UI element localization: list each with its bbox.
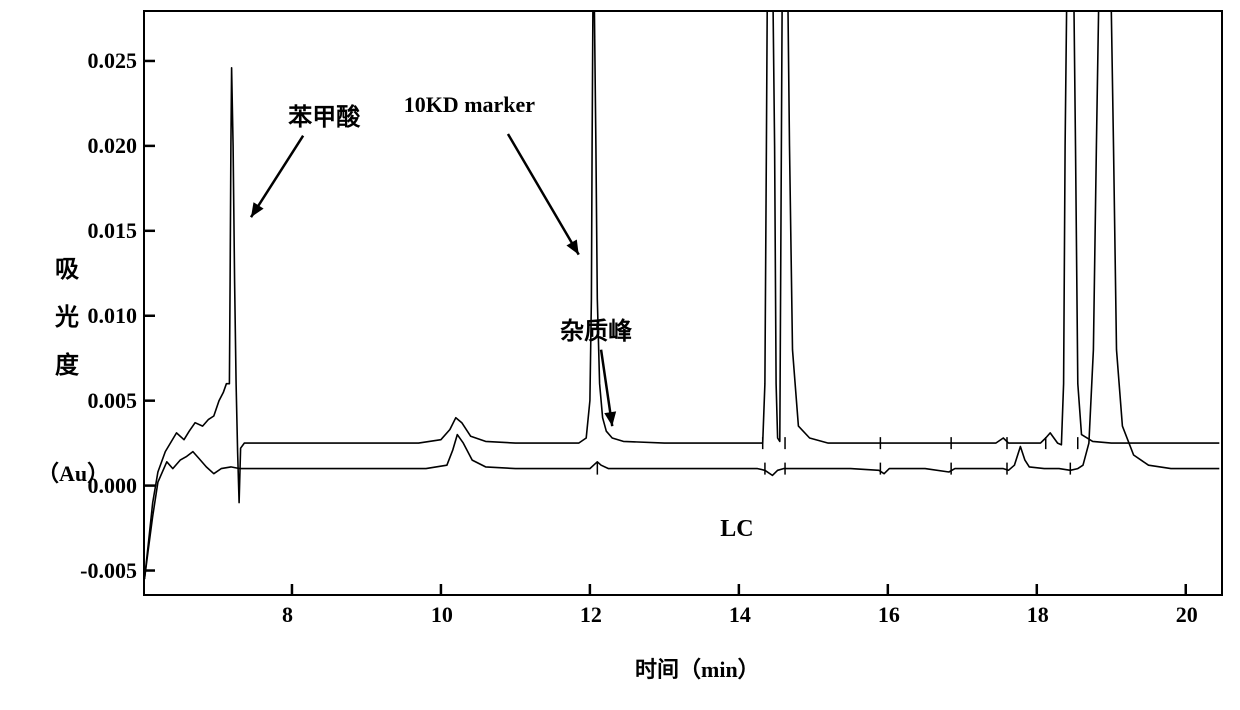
x-tick-label: 14 [729, 602, 751, 628]
lower-trace [145, 10, 1220, 579]
lc-label: LC [720, 516, 753, 543]
y-tick-label: -0.005 [80, 558, 137, 584]
y-axis-label-char: 度 [55, 353, 79, 379]
x-tick-label: 10 [431, 602, 453, 628]
upper-trace [145, 10, 1220, 579]
x-tick-label: 20 [1176, 602, 1198, 628]
benzoic-acid-label: 苯甲酸 [288, 97, 360, 132]
impurity-label: 杂质峰 [560, 311, 632, 346]
y-tick-label: 0.000 [88, 473, 138, 499]
chromatogram-figure: 吸 光 度 （Au） 时间（min） 8101214161820-0.0050.… [0, 0, 1240, 652]
x-tick-label: 16 [878, 602, 900, 628]
y-tick-label: 0.020 [88, 133, 138, 159]
x-tick-label: 12 [580, 602, 602, 628]
y-tick-label: 0.015 [88, 218, 138, 244]
x-axis-label: 时间（min） [613, 626, 760, 710]
x-axis-label-text: 时间（min） [635, 657, 760, 682]
y-tick-label: 0.005 [88, 388, 138, 414]
y-tick-label: 0.010 [88, 303, 138, 329]
y-axis-label-char: 光 [55, 305, 79, 331]
x-tick-label: 8 [282, 602, 293, 628]
x-tick-label: 18 [1027, 602, 1049, 628]
marker-10kd-label: 10KD marker [404, 92, 535, 118]
y-axis-label: 吸 光 度 （Au） [4, 200, 94, 542]
y-axis-label-char: 吸 [55, 257, 79, 283]
y-tick-label: 0.025 [88, 48, 138, 74]
